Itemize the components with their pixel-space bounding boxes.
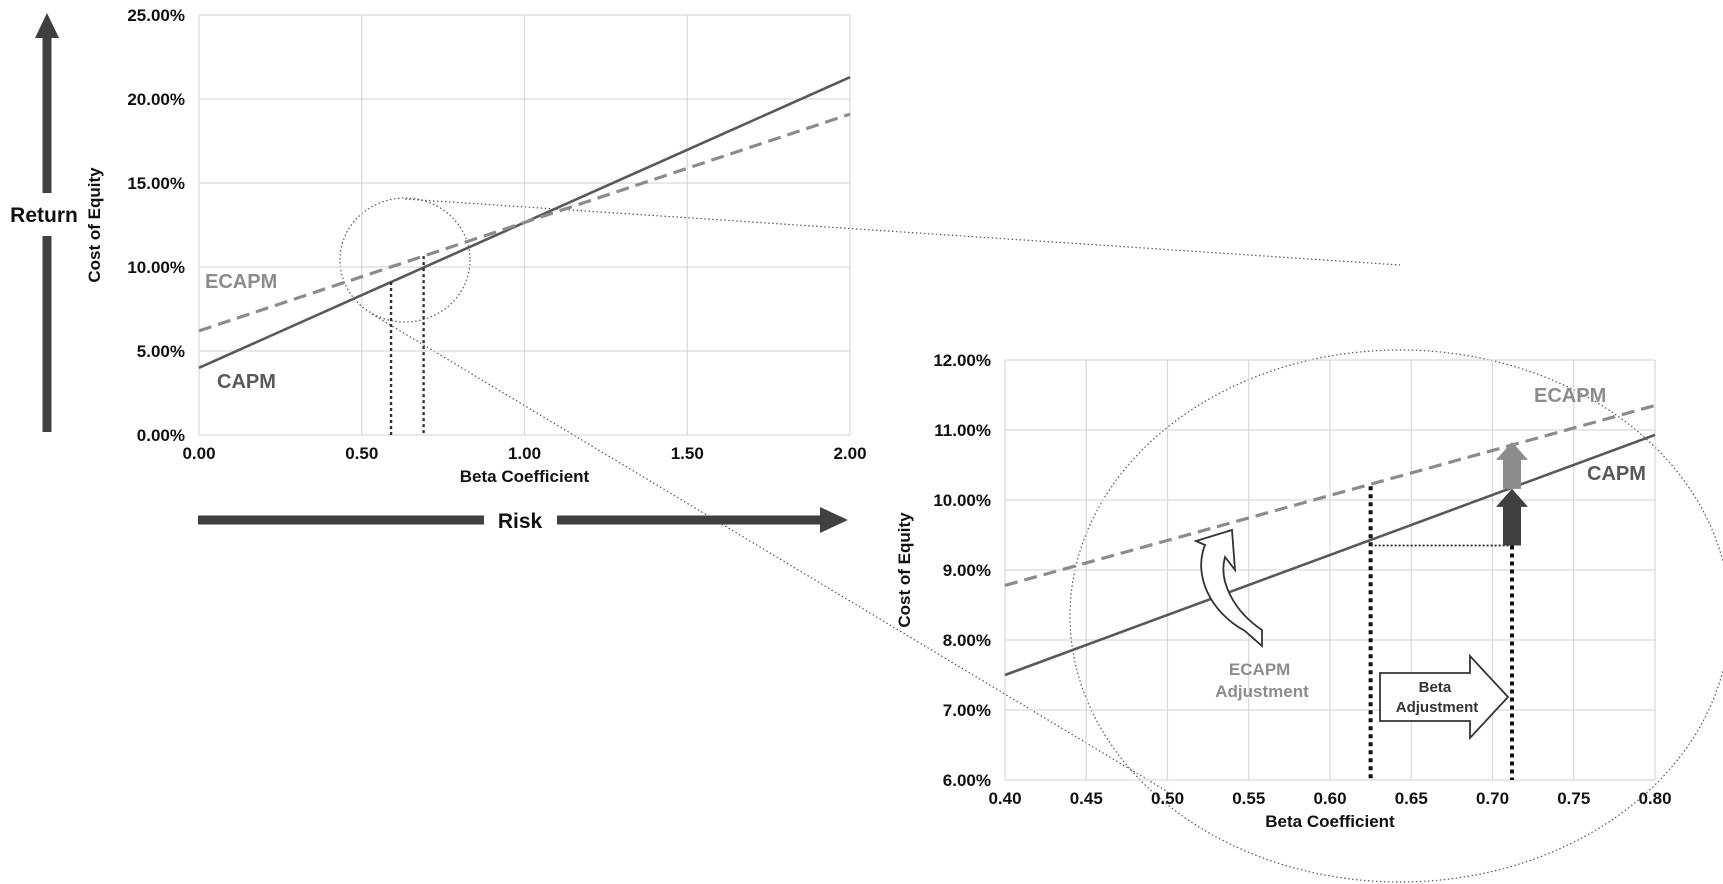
y-tick-label: 10.00% — [127, 258, 185, 277]
x-tick-label: 0.70 — [1476, 789, 1509, 808]
y-tick-label: 20.00% — [127, 90, 185, 109]
x-axis-title: Beta Coefficient — [460, 467, 590, 486]
x-tick-label: 0.60 — [1313, 789, 1346, 808]
x-tick-label: 1.00 — [508, 444, 541, 463]
zoomed-capm-ecapm-chart: 0.40 0.45 0.50 0.55 0.60 0.65 0.70 0.75 0.80 6.00… — [895, 351, 1672, 831]
y-tick-label: 5.00% — [137, 342, 185, 361]
x-tick-label: 0.40 — [988, 789, 1021, 808]
y-tick-label: 8.00% — [943, 631, 991, 650]
x-tick-label: 0.00 — [182, 444, 215, 463]
y-tick-label: 12.00% — [933, 351, 991, 370]
ecapm-line — [198, 112, 851, 333]
y-tick-label: 15.00% — [127, 174, 185, 193]
beta-adjustment-label: Beta Adjustment — [1396, 679, 1479, 716]
zoom-connector — [339, 197, 1723, 883]
x-tick-label: 0.55 — [1232, 789, 1265, 808]
y-tick-label: 11.00% — [934, 421, 991, 440]
capm-line — [1004, 433, 1656, 677]
x-tick-label: 0.75 — [1557, 789, 1590, 808]
capm-series-label: CAPM — [217, 371, 276, 393]
ecapm-adjustment-label: ECAPM Adjustment — [1215, 660, 1309, 701]
x-axis-title: Beta Coefficient — [1265, 812, 1395, 831]
x-tick-label: 1.50 — [671, 444, 704, 463]
ecapm-increase-arrow — [1496, 441, 1528, 489]
beta-adjustment-arrow: Beta Adjustment — [1379, 653, 1510, 741]
risk-axis-label: Risk — [498, 510, 543, 533]
zoom-target-circle — [1069, 349, 1723, 883]
y-tick-label: 25.00% — [127, 6, 185, 25]
y-tick-label: 0.00% — [137, 426, 185, 445]
y-axis-title: Cost of Equity — [85, 167, 104, 283]
y-tick-label: 9.00% — [943, 561, 991, 580]
return-arrow: Return — [10, 13, 78, 432]
ecapm-line — [1004, 403, 1656, 587]
capm-series-label: CAPM — [1587, 463, 1646, 485]
return-axis-label: Return — [10, 204, 78, 227]
x-tick-label: 0.50 — [345, 444, 378, 463]
y-tick-label: 7.00% — [943, 701, 991, 720]
risk-arrow: Risk — [198, 507, 848, 533]
ecapm-series-label: ECAPM — [1534, 385, 1606, 407]
y-tick-label: 10.00% — [933, 491, 991, 510]
capm-increase-arrow — [1496, 488, 1528, 546]
x-tick-label: 0.45 — [1070, 789, 1103, 808]
zoom-source-circle — [339, 197, 471, 323]
x-tick-label: 0.80 — [1638, 789, 1671, 808]
y-tick-label: 6.00% — [943, 771, 991, 790]
capm-ecapm-chart: 0.00 0.50 1.00 1.50 2.00 0.00% 5.00% 10.00% 15.0… — [85, 6, 867, 486]
x-tick-label: 0.65 — [1395, 789, 1428, 808]
x-tick-label: 2.00 — [833, 444, 866, 463]
y-axis-title: Cost of Equity — [895, 512, 914, 628]
x-tick-label: 0.50 — [1151, 789, 1184, 808]
ecapm-adjustment-arrow: ECAPM Adjustment — [1193, 528, 1309, 701]
ecapm-series-label: ECAPM — [205, 271, 277, 293]
zoom-connector-line-bottom — [371, 313, 1169, 793]
